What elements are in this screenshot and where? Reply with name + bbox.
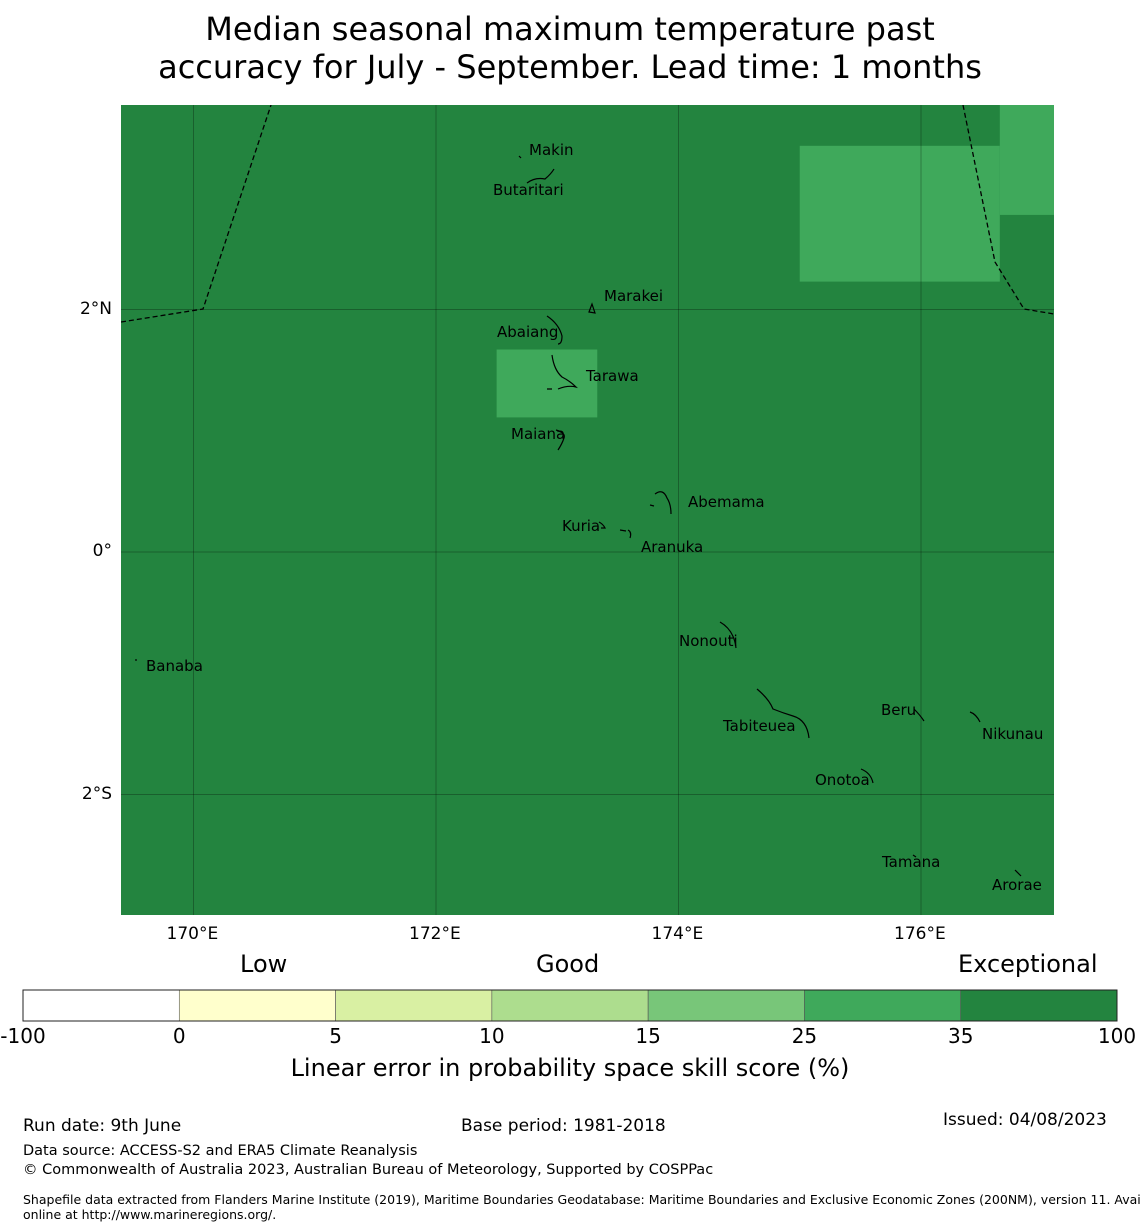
lat-tick-label: 2°N xyxy=(79,298,112,319)
island-outline-10 xyxy=(719,621,737,649)
colorbar-tick-label: 0 xyxy=(172,1024,186,1048)
category-exceptional-label: Exceptional xyxy=(958,950,1098,978)
island-label-maiana: Maiana xyxy=(511,425,565,443)
colorbar-tick-label: 100 xyxy=(1097,1024,1137,1048)
colorbar-segment-4 xyxy=(491,989,649,1022)
skill-cell-2 xyxy=(999,105,1054,215)
island-outline-16 xyxy=(912,854,917,858)
copyright: © Commonwealth of Australia 2023, Austra… xyxy=(23,1162,714,1178)
colorbar-segment-6 xyxy=(804,989,962,1022)
island-outline-1 xyxy=(518,155,522,159)
colorbar xyxy=(22,989,1118,1022)
skill-cell-3 xyxy=(496,349,598,418)
island-outline-15 xyxy=(860,768,874,784)
lon-tick-label: 176°E xyxy=(894,924,946,944)
colorbar-frame xyxy=(22,989,1118,1022)
category-good-label: Good xyxy=(536,950,600,978)
island-label-onotoa: Onotoa xyxy=(815,771,870,789)
island-outline-17 xyxy=(1014,869,1022,877)
issued-date: Issued: 04/08/2023 xyxy=(943,1110,1107,1130)
lat-tick-label: 2°S xyxy=(81,783,112,804)
island-label-aranuka: Aranuka xyxy=(641,538,703,556)
island-label-beru: Beru xyxy=(881,701,916,719)
island-label-marakei: Marakei xyxy=(604,287,663,305)
colorbar-tick-label: 15 xyxy=(635,1024,661,1048)
colorbar-title: Linear error in probability space skill … xyxy=(290,1054,850,1082)
colorbar-tick-label: 35 xyxy=(947,1024,974,1048)
island-label-butaritari: Butaritari xyxy=(493,181,564,199)
island-outline-7 xyxy=(649,491,672,515)
shapefile-credit-line-2: online at http://www.marineregions.org/. xyxy=(23,1207,277,1222)
title-line-1: Median seasonal maximum temperature past xyxy=(205,10,935,48)
island-label-tamana: Tamana xyxy=(881,853,940,871)
island-label-arorae: Arorae xyxy=(992,876,1042,894)
data-source: Data source: ACCESS-S2 and ERA5 Climate … xyxy=(23,1143,418,1159)
colorbar-segment-2 xyxy=(178,989,336,1022)
island-outline-4 xyxy=(546,315,563,345)
map-area: Makin Butaritari Marakei Abaiang Tarawa Maian… xyxy=(121,105,1054,915)
category-low-label: Low xyxy=(240,950,288,978)
island-label-nikunau: Nikunau xyxy=(982,725,1043,743)
base-period: Base period: 1981-2018 xyxy=(461,1116,666,1136)
lon-tick-label: 170°E xyxy=(166,924,219,944)
island-label-makin: Makin xyxy=(529,141,574,159)
lon-tick-label: 174°E xyxy=(651,924,704,944)
island-outline-13 xyxy=(913,708,925,722)
island-label-kuria: Kuria xyxy=(562,517,600,535)
island-outline-12 xyxy=(756,688,810,739)
island-label-tabiteuea: Tabiteuea xyxy=(722,717,796,735)
colorbar-segment-1 xyxy=(22,989,180,1022)
island-label-banaba: Banaba xyxy=(146,657,203,675)
colorbar-tick-label: 10 xyxy=(479,1024,505,1048)
island-outline-8 xyxy=(598,521,606,529)
colorbar-tick-label: 25 xyxy=(791,1024,818,1048)
colorbar-segment-7 xyxy=(960,989,1118,1022)
island-label-nonouti: Nonouti xyxy=(679,632,738,650)
eez-boundary-west xyxy=(121,105,272,323)
island-outline-5 xyxy=(547,354,578,390)
colorbar-segment-3 xyxy=(335,989,493,1022)
island-outline-9 xyxy=(619,529,632,539)
map-content: Makin Butaritari Marakei Abaiang Tarawa Maian… xyxy=(121,105,1054,915)
colorbar-segment-5 xyxy=(647,989,805,1022)
island-label-tarawa: Tarawa xyxy=(585,367,639,385)
lon-tick-label: 172°E xyxy=(409,924,461,944)
island-outline-2 xyxy=(526,168,555,184)
run-date: Run date: 9th June xyxy=(23,1116,182,1136)
island-label-abemama: Abemama xyxy=(688,493,765,511)
skill-cell-1 xyxy=(799,145,1000,282)
island-outline-14 xyxy=(969,711,981,723)
shapefile-credit-line-1: Shapefile data extracted from Flanders M… xyxy=(23,1192,1140,1207)
colorbar-tick-label: -100 xyxy=(0,1024,46,1048)
island-outline-3 xyxy=(588,302,596,314)
colorbar-tick-label: 5 xyxy=(329,1024,342,1048)
island-outline-6 xyxy=(555,429,565,451)
eez-boundary-east xyxy=(962,105,1054,315)
lat-tick-label: 0° xyxy=(92,541,112,561)
title-line-2: accuracy for July - September. Lead time… xyxy=(158,48,982,86)
chart-title: Median seasonal maximum temperature past… xyxy=(0,10,1140,86)
island-label-abaiang: Abaiang xyxy=(497,323,558,341)
